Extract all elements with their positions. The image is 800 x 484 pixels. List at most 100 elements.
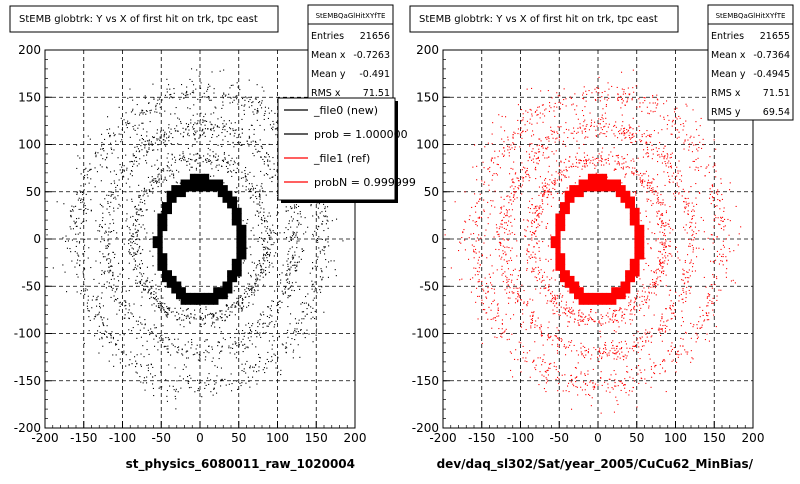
data-point	[625, 174, 626, 175]
data-point	[230, 352, 231, 353]
data-point	[107, 116, 108, 117]
data-point	[633, 350, 634, 351]
data-point	[725, 256, 726, 257]
data-point	[144, 200, 145, 201]
data-point	[618, 161, 619, 162]
data-point	[585, 136, 586, 137]
data-point	[113, 337, 114, 338]
data-point	[236, 345, 237, 346]
data-point	[491, 205, 492, 206]
data-point	[589, 395, 590, 396]
data-point	[677, 185, 678, 186]
data-point	[262, 202, 263, 203]
data-point	[529, 145, 530, 146]
data-point	[165, 346, 166, 347]
data-point	[164, 111, 165, 112]
data-point	[212, 134, 213, 135]
data-point	[504, 213, 505, 214]
data-point	[130, 245, 131, 246]
data-point	[225, 320, 226, 321]
data-point	[677, 170, 678, 171]
data-point	[503, 141, 504, 142]
data-point	[547, 276, 548, 277]
data-point	[664, 245, 665, 246]
data-point	[624, 384, 625, 385]
data-point	[504, 331, 505, 332]
data-point	[605, 118, 606, 119]
data-point	[489, 274, 490, 275]
data-point	[672, 176, 673, 177]
data-point	[645, 334, 646, 335]
data-point	[525, 124, 526, 125]
data-point	[153, 395, 154, 396]
data-point	[162, 303, 163, 304]
data-point	[111, 192, 112, 193]
data-point	[222, 160, 223, 161]
data-point	[152, 144, 153, 145]
data-point	[335, 269, 336, 270]
data-point	[272, 225, 273, 226]
data-point	[145, 289, 146, 290]
data-point	[473, 251, 474, 252]
data-point	[213, 151, 214, 152]
data-point	[247, 141, 248, 142]
data-point	[620, 107, 621, 108]
data-point	[82, 222, 83, 223]
ring-cell	[227, 287, 232, 293]
data-point	[544, 110, 545, 111]
data-point	[724, 247, 725, 248]
data-point	[95, 152, 96, 153]
data-point	[252, 286, 253, 287]
data-point	[655, 102, 656, 103]
data-point	[318, 218, 319, 219]
data-point	[293, 352, 294, 353]
data-point	[525, 176, 526, 177]
data-point	[651, 335, 652, 336]
data-point	[131, 254, 132, 255]
data-point	[154, 291, 155, 292]
data-point	[125, 155, 126, 156]
data-point	[294, 208, 295, 209]
data-point	[698, 167, 699, 168]
data-point	[624, 130, 625, 131]
data-point	[511, 282, 512, 283]
data-point	[276, 122, 277, 123]
data-point	[175, 396, 176, 397]
data-point	[514, 234, 515, 235]
data-point	[331, 260, 332, 261]
data-point	[653, 362, 654, 363]
data-point	[152, 188, 153, 189]
data-point	[221, 117, 222, 118]
data-point	[723, 264, 724, 265]
data-point	[242, 309, 243, 310]
data-point	[615, 161, 616, 162]
data-point	[299, 320, 300, 321]
data-point	[125, 122, 126, 123]
data-point	[254, 176, 255, 177]
data-point	[126, 218, 127, 219]
data-point	[569, 321, 570, 322]
data-point	[661, 316, 662, 317]
data-point	[142, 202, 143, 203]
data-point	[651, 328, 652, 329]
data-point	[573, 302, 574, 303]
data-point	[513, 201, 514, 202]
data-point	[110, 266, 111, 267]
data-point	[139, 125, 140, 126]
data-point	[508, 297, 509, 298]
data-point	[661, 225, 662, 226]
data-point	[192, 167, 193, 168]
data-point	[264, 220, 265, 221]
data-point	[642, 182, 643, 183]
data-point	[188, 158, 189, 159]
data-point	[650, 182, 651, 183]
ring-cell	[181, 191, 186, 197]
data-point	[531, 238, 532, 239]
data-point	[95, 316, 96, 317]
data-point	[248, 347, 249, 348]
data-point	[637, 374, 638, 375]
data-point	[267, 359, 268, 360]
data-point	[248, 323, 249, 324]
data-point	[249, 327, 250, 328]
data-point	[563, 307, 564, 308]
